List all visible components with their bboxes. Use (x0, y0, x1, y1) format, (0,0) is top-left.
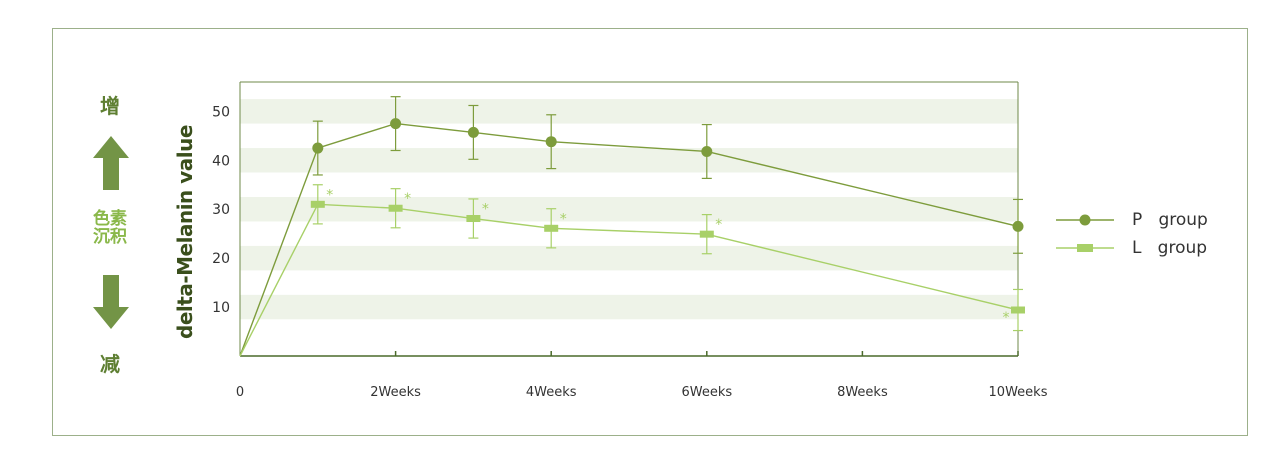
series-p-group (239, 96, 1024, 357)
band-10 (240, 294, 1018, 320)
legend-label-l-group: L group (1132, 238, 1208, 258)
y-tick-label-40: 40 (212, 153, 230, 169)
significance-star-l-group-5: * (1003, 310, 1010, 326)
series-line-l-group (239, 203, 1019, 357)
band-40 (240, 148, 1018, 173)
y-ticks: 10 20 30 40 50 (212, 104, 230, 316)
significance-star-l-group-4: * (715, 217, 722, 233)
point-p-group-1 (312, 142, 324, 154)
series-layer: * * * * * * (239, 96, 1025, 357)
point-p-group-5 (701, 145, 713, 157)
increase-label: 增 (100, 94, 120, 118)
legend-label-p-group: P group (1132, 210, 1208, 230)
point-l-group-5 (699, 230, 714, 238)
legend-item-l-group: L group (1056, 234, 1208, 262)
x-tick-label-4: 4Weeks (526, 385, 577, 400)
pigmentation-label: 色素 沉积 (78, 210, 142, 246)
legend-circle-marker-icon (1056, 214, 1114, 226)
x-tick-label-2: 2Weeks (370, 385, 421, 400)
point-p-group-6 (1012, 220, 1024, 232)
point-l-group-6 (1011, 306, 1025, 314)
legend: P group L group (1056, 206, 1208, 262)
legend-item-p-group: P group (1056, 206, 1208, 234)
decrease-label: 减 (100, 352, 120, 376)
series-l-group: * * * * * * (239, 184, 1025, 357)
point-l-group-1 (310, 200, 325, 208)
legend-square-marker-icon (1056, 244, 1114, 252)
point-p-group-3 (467, 126, 479, 138)
pigmentation-label-line1: 色素 (93, 209, 127, 229)
significance-star-l-group-0: * (326, 187, 333, 203)
band-30 (240, 196, 1018, 222)
significance-star-l-group-2: * (482, 202, 489, 218)
point-p-group-4 (545, 136, 557, 148)
x-ticks: 0 2Weeks 4Weeks 6Weeks 8Weeks 10Weeks (236, 351, 1048, 400)
y-tick-label-10: 10 (212, 300, 230, 316)
band-50 (240, 99, 1018, 124)
y-tick-label-30: 30 (212, 202, 230, 218)
point-p-group-2 (390, 118, 402, 130)
x-tick-label-0: 0 (236, 385, 244, 400)
point-l-group-3 (466, 215, 481, 223)
band-20 (240, 245, 1018, 271)
significance-star-l-group-3: * (560, 211, 567, 227)
chart-frame (52, 28, 1248, 436)
x-tick-label-8: 8Weeks (837, 385, 888, 400)
point-l-group-2 (388, 204, 403, 212)
y-tick-label-50: 50 (212, 104, 230, 120)
x-tick-label-6: 6Weeks (681, 385, 732, 400)
x-tick-label-10: 10Weeks (989, 385, 1048, 400)
point-l-group-4 (544, 224, 559, 232)
background-bands (240, 99, 1018, 320)
y-tick-label-20: 20 (212, 251, 230, 267)
pigmentation-label-line2: 沉积 (93, 227, 127, 247)
significance-star-l-group-1: * (404, 191, 411, 207)
